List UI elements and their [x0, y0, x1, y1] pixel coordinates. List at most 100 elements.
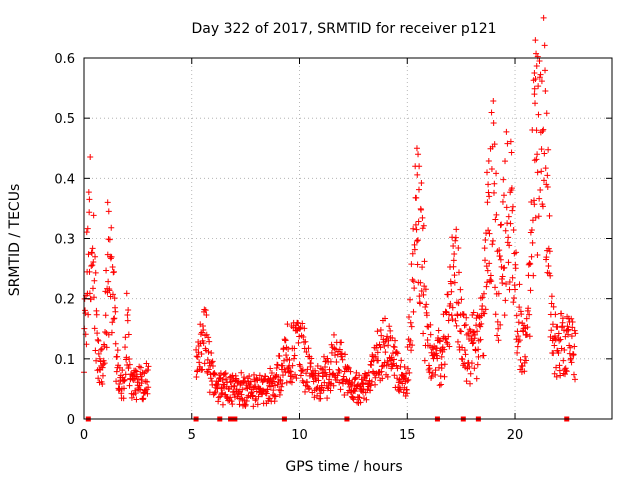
- data-point: [378, 368, 385, 375]
- data-point: [82, 310, 89, 317]
- data-point: [413, 145, 420, 152]
- data-point: [267, 383, 274, 390]
- data-point: [372, 381, 379, 388]
- data-point: [306, 385, 313, 392]
- data-point: [531, 85, 538, 92]
- data-point: [540, 177, 547, 184]
- data-point: [516, 337, 523, 344]
- data-point: [409, 250, 416, 257]
- data-point: [373, 342, 380, 349]
- data-point: [377, 344, 384, 351]
- data-point: [193, 353, 200, 360]
- data-point: [130, 376, 137, 383]
- data-point: [548, 293, 555, 300]
- data-point: [448, 288, 455, 295]
- data-point: [474, 328, 481, 335]
- data-point: [416, 293, 423, 300]
- data-point: [106, 236, 113, 243]
- data-point: [413, 226, 420, 233]
- data-point: [485, 227, 492, 234]
- data-point: [542, 67, 549, 74]
- data-point: [252, 397, 259, 404]
- data-point: [322, 364, 329, 371]
- data-point: [487, 272, 494, 279]
- data-point: [418, 180, 425, 187]
- data-point: [385, 337, 392, 344]
- data-point: [109, 319, 116, 326]
- data-point: [145, 363, 152, 370]
- data-point: [145, 384, 152, 391]
- data-point: [217, 393, 224, 400]
- data-point: [90, 258, 97, 265]
- data-point: [451, 279, 458, 286]
- data-point: [568, 333, 575, 340]
- data-point: [374, 349, 381, 356]
- data-point: [95, 337, 102, 344]
- data-point: [461, 360, 468, 367]
- data-point: [228, 398, 235, 405]
- data-point: [193, 373, 200, 380]
- data-point: [419, 225, 426, 232]
- data-point: [502, 227, 509, 234]
- data-point: [484, 199, 491, 206]
- data-point: [122, 371, 129, 378]
- data-point: [402, 393, 409, 400]
- data-point: [572, 376, 579, 383]
- data-point: [538, 78, 545, 85]
- data-point: [535, 83, 542, 90]
- data-point: [207, 375, 214, 382]
- data-point: [569, 324, 576, 331]
- data-point: [499, 280, 506, 287]
- data-point: [536, 195, 543, 202]
- data-point: [221, 371, 228, 378]
- data-point: [526, 333, 533, 340]
- y-tick-label: 0.2: [54, 293, 75, 308]
- data-point: [477, 336, 484, 343]
- data-point: [438, 365, 445, 372]
- data-point: [103, 267, 110, 274]
- data-point: [501, 312, 508, 319]
- data-point: [97, 358, 104, 365]
- data-point: [453, 322, 460, 329]
- data-point: [138, 373, 145, 380]
- data-point: [410, 278, 417, 285]
- data-point: [421, 258, 428, 265]
- data-point: [367, 387, 374, 394]
- data-point: [533, 156, 540, 163]
- data-point: [92, 269, 99, 276]
- data-point: [201, 306, 208, 313]
- data-point: [520, 322, 527, 329]
- data-point: [338, 339, 345, 346]
- data-point: [299, 320, 306, 327]
- data-point: [214, 381, 221, 388]
- data-point: [324, 395, 331, 402]
- data-point: [95, 350, 102, 357]
- data-point: [121, 376, 128, 383]
- data-point: [391, 372, 398, 379]
- data-point: [102, 312, 109, 319]
- data-point: [450, 242, 457, 249]
- data-point: [122, 344, 129, 351]
- data-point: [382, 315, 389, 322]
- data-point: [552, 332, 559, 339]
- data-point: [415, 218, 422, 225]
- data-point: [356, 372, 363, 379]
- data-point: [423, 301, 430, 308]
- data-point: [367, 382, 374, 389]
- data-point: [426, 365, 433, 372]
- data-point: [480, 352, 487, 359]
- data-point: [480, 290, 487, 297]
- data-point: [122, 334, 129, 341]
- data-point: [408, 347, 415, 354]
- data-point: [299, 366, 306, 373]
- data-point: [93, 357, 100, 364]
- data-point: [392, 337, 399, 344]
- data-point: [215, 394, 222, 401]
- data-point: [514, 343, 521, 350]
- data-point: [555, 350, 562, 357]
- data-point: [200, 340, 207, 347]
- data-point: [437, 373, 444, 380]
- data-point: [276, 391, 283, 398]
- data-point: [109, 263, 116, 270]
- data-point: [514, 349, 521, 356]
